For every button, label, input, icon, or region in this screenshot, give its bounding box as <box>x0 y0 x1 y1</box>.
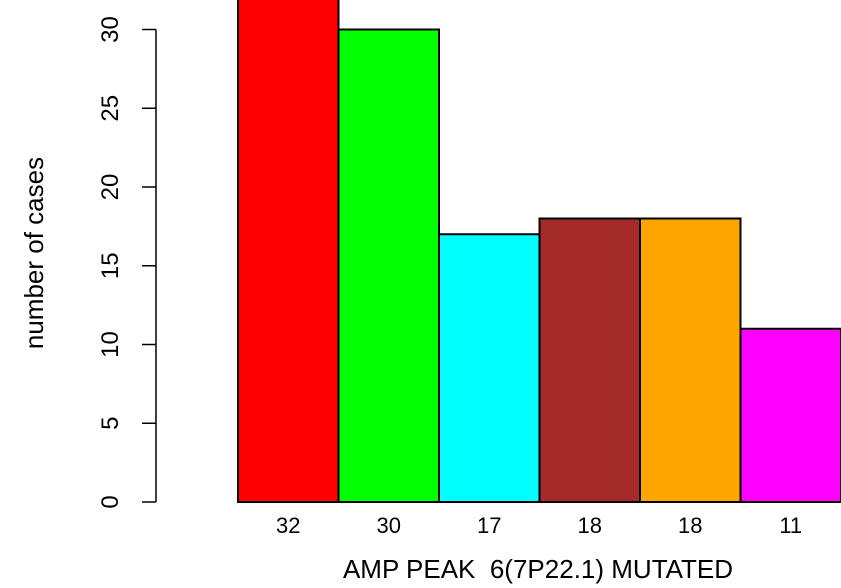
x-tick-label: 18 <box>578 513 602 538</box>
bars-group <box>237 0 841 503</box>
bar-30 <box>337 28 440 503</box>
y-tick-label: 20 <box>97 174 124 201</box>
y-tick-label: 25 <box>97 95 124 122</box>
x-tick-label: 32 <box>276 513 300 538</box>
y-tick-label: 30 <box>97 16 124 43</box>
bar-32 <box>237 0 340 503</box>
x-axis-label: AMP PEAK 6(7P22.1) MUTATED <box>343 554 733 584</box>
y-axis: 0 5 10 15 20 25 30 <box>97 16 157 509</box>
x-tick-labels: 32 30 17 18 18 11 <box>276 513 802 538</box>
y-tick-label: 0 <box>97 495 124 508</box>
y-axis-label: number of cases <box>19 157 49 349</box>
bar-11 <box>739 327 841 503</box>
y-tick-label: 15 <box>97 252 124 279</box>
y-tick-label: 5 <box>97 417 124 430</box>
x-tick-label: 30 <box>377 513 401 538</box>
bar-17 <box>438 233 541 503</box>
x-tick-label: 11 <box>779 513 802 538</box>
bar-18 <box>538 217 641 503</box>
x-tick-label: 17 <box>477 513 501 538</box>
y-tick-label: 10 <box>97 331 124 358</box>
x-tick-label: 18 <box>678 513 702 538</box>
bar-18 <box>639 217 742 503</box>
